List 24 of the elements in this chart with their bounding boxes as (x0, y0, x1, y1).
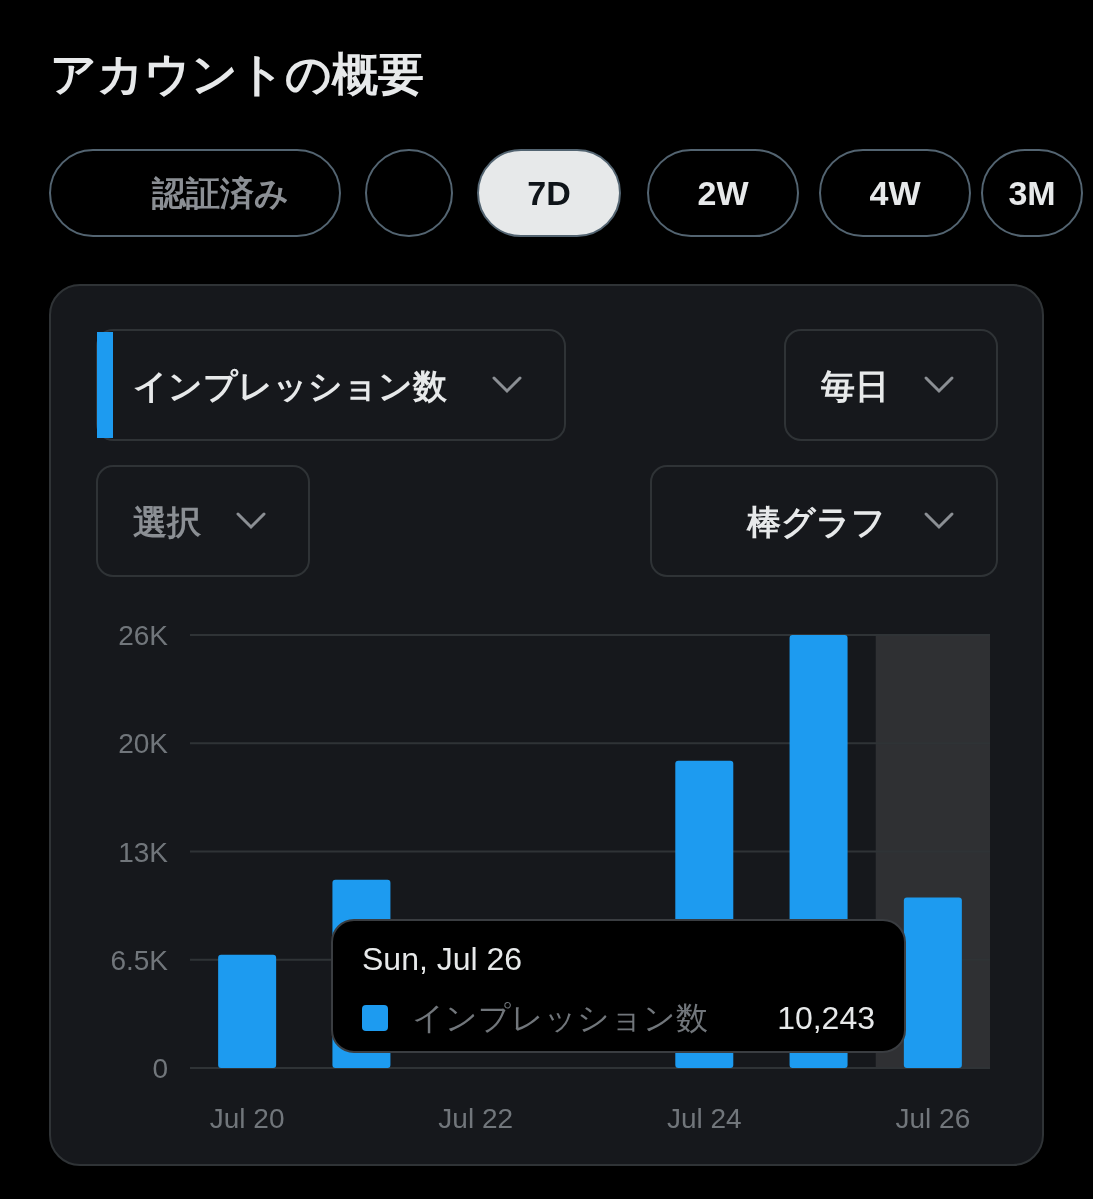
annotation: 10,243 (777, 1000, 875, 1036)
bar (903, 897, 962, 1068)
y-tick-label: 26K (118, 620, 169, 651)
legend-label: インプレッション数 (412, 1000, 708, 1036)
x-tick-label: Jul 22 (438, 1103, 514, 1134)
text: 棒グラフ (746, 503, 886, 541)
text: 毎日 (820, 367, 889, 405)
x-tick-label: Jul 26 (895, 1103, 971, 1134)
text: 2W (697, 174, 750, 212)
x-tick-label: Jul 24 (666, 1103, 742, 1134)
annotation: Sun, Jul 26 (362, 941, 523, 977)
y-tick-label: 6.5K (110, 944, 169, 976)
text: 選択 (133, 503, 202, 541)
x-tick-label: Jul 20 (209, 1103, 285, 1134)
text: 3M (1008, 174, 1056, 212)
text: インプレッション数 (133, 367, 448, 405)
y-tick-label: 20K (118, 728, 169, 760)
text: 4W (869, 174, 922, 212)
chart-title: アカウントの概要 (50, 48, 424, 100)
bar (218, 954, 277, 1068)
y-tick-label: 13K (118, 836, 169, 868)
y-tick-label: 0 (152, 1053, 168, 1084)
text: 認証済み (150, 174, 289, 212)
text: 7D (527, 174, 571, 212)
